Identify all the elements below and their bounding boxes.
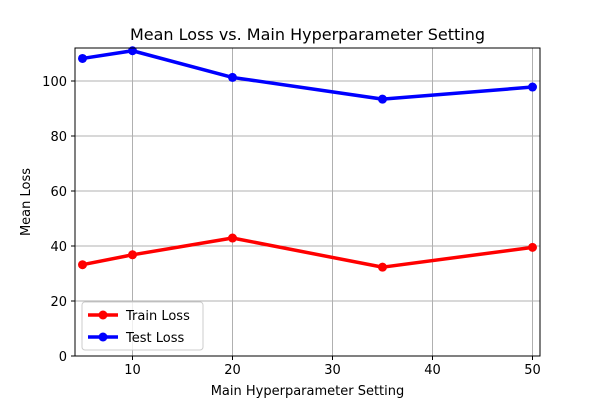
series-train-loss xyxy=(78,233,537,272)
y-tick-label: 0 xyxy=(59,350,67,365)
y-axis-label: Mean Loss xyxy=(19,168,34,236)
series-test-loss xyxy=(78,46,537,104)
chart-title: Mean Loss vs. Main Hyperparameter Settin… xyxy=(130,25,485,44)
y-tick-label: 100 xyxy=(42,75,67,90)
legend-label: Train Loss xyxy=(125,309,190,324)
data-point-train-loss xyxy=(228,233,237,243)
x-tick-label: 50 xyxy=(524,363,541,378)
y-tick-label: 20 xyxy=(50,295,67,310)
plot-area-frame xyxy=(74,47,541,357)
legend-item-train-loss: Train Loss xyxy=(88,309,190,324)
y-tick-label: 80 xyxy=(50,130,67,145)
legend-item-test-loss: Test Loss xyxy=(88,331,184,346)
data-point-train-loss xyxy=(128,250,137,260)
legend-swatch-marker xyxy=(98,332,108,342)
x-tick-label: 40 xyxy=(424,363,441,378)
data-point-test-loss xyxy=(378,94,387,104)
legend-label: Test Loss xyxy=(125,331,184,346)
y-tick-label: 40 xyxy=(50,240,67,255)
y-tick-label: 60 xyxy=(50,185,67,200)
x-tick-label: 10 xyxy=(124,363,141,378)
data-point-test-loss xyxy=(228,72,237,82)
x-axis-ticks: 10 20 30 40 50 xyxy=(124,356,541,378)
x-tick-label: 30 xyxy=(324,363,341,378)
x-axis-label: Main Hyperparameter Setting xyxy=(211,384,405,399)
legend-swatch-marker xyxy=(98,310,108,320)
data-point-train-loss xyxy=(528,242,537,252)
data-point-test-loss xyxy=(78,53,87,63)
legend: Train Loss Test Loss xyxy=(81,301,204,351)
grid-lines xyxy=(75,48,540,357)
data-point-test-loss xyxy=(528,82,537,92)
data-point-train-loss xyxy=(378,262,387,272)
x-tick-label: 20 xyxy=(224,363,241,378)
data-point-train-loss xyxy=(78,260,87,270)
series-layer xyxy=(78,46,537,272)
y-axis-ticks: 0 20 40 60 80 100 xyxy=(42,75,75,365)
